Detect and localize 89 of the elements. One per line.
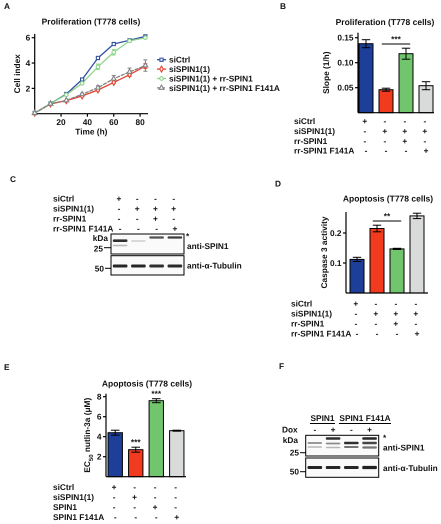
y-axis-title: Cell index: [12, 54, 22, 94]
annotation: ***: [130, 437, 142, 448]
y-tick-label: 2: [26, 83, 31, 94]
text: A: [4, 1, 10, 11]
y-tick-label: 0.15: [337, 32, 354, 43]
text: B: [280, 1, 286, 11]
x-tick-label: 20: [56, 117, 66, 128]
text: siCtrl: [53, 482, 74, 492]
category-label: -: [350, 424, 353, 434]
text: rr-SPIN1: [291, 318, 325, 328]
text: rr-SPIN1 F141A: [53, 223, 114, 234]
text: F: [279, 361, 284, 371]
text: SPIN1 F141A: [53, 512, 104, 522]
chart-title: Proliferation (T778 cells): [336, 17, 435, 27]
y-tick-label: 4: [26, 58, 31, 68]
text: SPIN1: [53, 502, 78, 512]
x-tick-label: 40: [82, 117, 92, 128]
y-tick-label: 4: [96, 432, 102, 442]
text: rr-SPIN1: [53, 213, 87, 224]
x-tick-label: - + - -: [382, 116, 390, 156]
text: anti-SPIN1: [187, 241, 229, 252]
y-tick-label: 2: [96, 452, 102, 462]
text: SPIN1 F141A: [339, 413, 391, 423]
text: 50: [94, 263, 104, 274]
x-tick-label: - - + -: [152, 482, 160, 522]
x-tick-label: - + + -: [393, 298, 401, 338]
text: siSPIN1(1): [294, 126, 336, 136]
x-tick-label: 80: [135, 117, 146, 128]
y-axis-title: Slope (1/h): [320, 51, 331, 94]
text: siSPIN1(1): [53, 203, 94, 214]
text: E: [4, 362, 10, 372]
x-tick-label: - + - -: [132, 482, 140, 522]
text: 25: [94, 243, 104, 254]
category-label: - + + -: [153, 193, 160, 234]
legend-label: siCtrl: [169, 54, 190, 65]
text: kDa: [282, 435, 298, 445]
chart-title: Proliferation (T778 cells): [42, 16, 141, 26]
x-tick-label: + - - -: [362, 116, 370, 156]
legend-label: siSPIN1(1): [169, 64, 210, 74]
y-axis-title: Caspase 3 activity: [318, 216, 329, 288]
chart-title: Apoptosis (T778 cells): [342, 194, 434, 204]
text: rr-SPIN1 F141A: [291, 328, 352, 338]
x-tick-label: 60: [109, 117, 119, 128]
category-label: - + - -: [134, 193, 142, 234]
x-tick-label: - + + -: [402, 116, 410, 156]
x-tick-label: - + - +: [413, 298, 421, 338]
annotation: **: [384, 211, 391, 221]
text: *: [383, 432, 387, 442]
text: C: [10, 174, 16, 184]
x-tick-label: + - - -: [112, 482, 119, 522]
category-label: -: [313, 424, 316, 434]
legend-label: siSPIN1(1) + rr-SPIN1 F141A: [169, 82, 280, 93]
x-tick-label: - - - +: [174, 482, 180, 522]
category-label: +: [330, 424, 336, 434]
text: 25: [290, 448, 300, 458]
text: kDa: [92, 233, 108, 243]
text: rr-SPIN1 F141A: [294, 146, 354, 156]
text: siCtrl: [291, 298, 312, 308]
text: anti-α-Tubulin: [383, 463, 438, 473]
y-tick-label: 0.05: [337, 82, 354, 93]
category-label: + - - -: [116, 193, 124, 234]
category-label: - + - +: [171, 193, 178, 234]
legend-label: siSPIN1(1) + rr-SPIN1: [169, 73, 254, 84]
text: siCtrl: [53, 193, 74, 204]
x-axis-title: Time (h): [75, 126, 108, 136]
y-tick-label: 0.2: [330, 228, 342, 238]
x-tick-label: - + - +: [422, 116, 430, 156]
text: anti-α-Tubulin: [187, 260, 242, 271]
text: D: [275, 178, 281, 188]
chart-title: Apoptosis (T778 cells): [102, 378, 192, 388]
x-tick-label: - + - -: [373, 298, 381, 338]
x-tick-label: + - - -: [353, 298, 361, 338]
text: *: [186, 231, 190, 241]
text: siCtrl: [294, 116, 316, 126]
y-tick-label: 0.1: [330, 258, 342, 268]
text: rr-SPIN1: [294, 136, 328, 146]
text: siSPIN1(1): [53, 492, 94, 502]
y-tick-label: 6: [96, 412, 102, 422]
text: siSPIN1(1): [291, 308, 332, 318]
y-tick-label: 8: [96, 392, 102, 402]
y-tick-label: 0.10: [337, 58, 354, 68]
text: SPIN1: [310, 413, 335, 423]
y-tick-label: 6: [26, 32, 31, 43]
category-label: +: [367, 424, 372, 434]
text: anti-SPIN1: [383, 442, 425, 452]
annotation: ***: [151, 388, 162, 399]
text: 50: [290, 466, 300, 477]
text: Dox: [282, 424, 298, 434]
annotation: ***: [391, 34, 402, 44]
